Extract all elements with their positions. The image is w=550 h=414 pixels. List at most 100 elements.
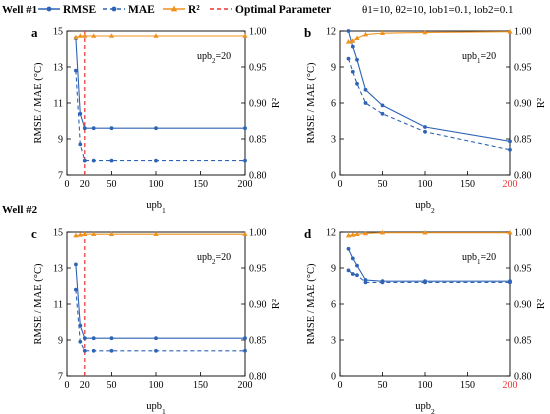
- data-point: [108, 33, 115, 38]
- series-line: [348, 232, 510, 237]
- data-point: [73, 34, 79, 40]
- data-point: [82, 336, 87, 341]
- x-tick-label: 150: [460, 179, 475, 190]
- data-point: [422, 229, 428, 235]
- data-point: [109, 348, 114, 353]
- y-left-tick-label: 11: [53, 300, 63, 311]
- chart-panel-d: d 0 50 100 150 200 0 3 6 9 12 0.80 0.85 0.90 0.95 1.00 u…: [304, 226, 547, 414]
- data-point: [82, 231, 88, 236]
- data-point: [350, 256, 355, 261]
- y-right-tick-label: 0.90: [514, 300, 532, 311]
- x-tick-label: 50: [378, 179, 388, 190]
- data-point: [350, 69, 355, 74]
- x-axis-title: upb1: [146, 401, 166, 414]
- data-point: [380, 103, 385, 108]
- y-left-tick-label: 12: [326, 228, 336, 239]
- x-tick-label: 0: [65, 380, 70, 391]
- series-rmse: [346, 29, 512, 144]
- data-point: [346, 29, 351, 33]
- y-right-tick-label: 0.90: [249, 300, 267, 311]
- panel-letter-b: b: [304, 25, 311, 40]
- data-point: [109, 158, 114, 163]
- series-line: [347, 30, 511, 142]
- data-point: [153, 33, 159, 38]
- legend-item-mae: MAE: [103, 4, 155, 16]
- y-left-axis-title: RMSE / MAE (°C): [33, 62, 44, 143]
- x-tick-label: 50: [107, 179, 117, 190]
- data-point: [91, 231, 97, 236]
- data-point: [379, 30, 386, 35]
- panel-letter-c: c: [31, 226, 37, 241]
- y-left-tick-label: 9: [58, 336, 63, 347]
- y-left-tick-label: 11: [53, 99, 63, 110]
- data-point: [350, 38, 356, 43]
- series-line: [75, 233, 245, 237]
- y-left-tick-label: 7: [58, 171, 63, 182]
- series-line: [75, 35, 245, 39]
- y-right-tick-label: 0.85: [249, 135, 267, 146]
- y-right-tick-label: 0.85: [514, 336, 532, 347]
- y-right-axis-title: R²: [271, 98, 282, 108]
- y-left-tick-label: 6: [331, 99, 336, 110]
- y-left-axis-title: RMSE / MAE (°C): [306, 62, 317, 143]
- y-left-axis-title: RMSE / MAE (°C): [306, 263, 317, 344]
- x-tick-label: 150: [193, 179, 208, 190]
- data-point: [345, 232, 352, 238]
- x-tick-label: 20: [80, 380, 90, 391]
- x-tick-label: 200: [503, 380, 518, 391]
- data-point: [346, 268, 351, 273]
- y-right-tick-label: 0.90: [514, 99, 532, 110]
- data-point: [153, 231, 159, 236]
- data-point: [82, 33, 88, 38]
- legend-label-mae: MAE: [128, 4, 155, 16]
- data-point: [346, 246, 351, 251]
- data-point: [242, 231, 248, 236]
- series-line: [347, 58, 511, 151]
- series-mae: [346, 56, 512, 152]
- x-tick-label: 0: [65, 179, 70, 190]
- data-point: [154, 158, 158, 163]
- data-point: [78, 339, 83, 344]
- x-tick-label: 100: [418, 179, 433, 190]
- data-point: [82, 158, 87, 163]
- well-1-label: Well #1: [2, 4, 37, 16]
- chart-panel-c: c 0 20 50 100 150 200 7 9 11 13 15 0.80 0.85 0.90 0.95 1…: [31, 226, 282, 414]
- legend-item-optimal: Optimal Parameter: [210, 4, 331, 16]
- series-line: [348, 31, 511, 43]
- data-point: [91, 348, 96, 353]
- y-left-tick-label: 9: [58, 135, 63, 146]
- series-mae: [346, 268, 512, 285]
- y-right-tick-label: 0.95: [249, 63, 267, 74]
- y-right-tick-label: 0.80: [249, 171, 267, 182]
- series-r2: [73, 33, 248, 40]
- series-mae: [74, 287, 247, 353]
- panels: a0 20 50 100 150 200791113150.800.850.900.951…: [31, 25, 547, 414]
- data-point: [423, 280, 427, 285]
- data-point: [350, 232, 356, 237]
- data-point: [362, 230, 369, 236]
- data-point: [82, 126, 87, 131]
- y-right-axis-title: R²: [271, 299, 282, 309]
- x-axis-title: upb1: [146, 200, 166, 215]
- annotation-text: upb1=20: [462, 51, 496, 65]
- y-left-axis-title: RMSE / MAE (°C): [33, 263, 44, 344]
- series-rmse: [74, 262, 247, 341]
- data-point: [77, 33, 83, 38]
- series-mae: [74, 68, 247, 163]
- data-point: [355, 81, 359, 86]
- data-point: [346, 56, 351, 61]
- x-tick-label: 150: [193, 380, 208, 391]
- data-point: [355, 263, 359, 268]
- data-point: [74, 287, 78, 292]
- y-right-tick-label: 0.80: [514, 372, 532, 383]
- data-point: [422, 29, 428, 35]
- x-tick-label: 50: [107, 380, 117, 391]
- series-r2: [73, 231, 248, 238]
- data-point: [243, 126, 247, 131]
- x-tick-label: 0: [338, 380, 343, 391]
- y-right-axis-title: R²: [536, 98, 547, 108]
- data-point: [154, 126, 158, 131]
- x-tick-label: 50: [378, 380, 388, 391]
- data-point: [74, 68, 78, 73]
